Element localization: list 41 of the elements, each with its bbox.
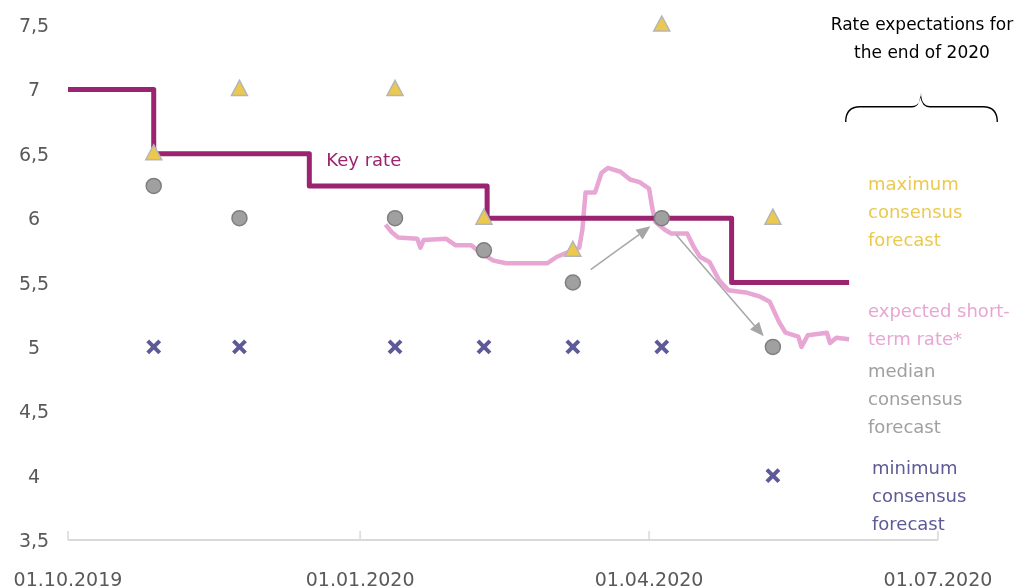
x-tick-label: 01.07.2020: [883, 568, 993, 588]
point: [564, 338, 581, 355]
y-tick-label: 5: [27, 335, 41, 358]
point: [764, 338, 782, 356]
line-series: [383, 165, 852, 350]
point: [653, 209, 671, 227]
point: [653, 15, 671, 32]
series-label: Key rate: [326, 148, 402, 170]
point: [387, 338, 404, 355]
y-tick-label: 3,5: [18, 529, 50, 551]
y-tick-label: 6,5: [18, 142, 50, 165]
x-tick-label: 01.01.2020: [305, 568, 415, 588]
x-tick-label: 01.10.2019: [13, 568, 123, 588]
point: [653, 338, 670, 355]
point: [764, 467, 781, 484]
point: [564, 274, 582, 291]
text: minimum consensus forecast: [872, 457, 967, 534]
x-tick-label: 01.04.2020: [594, 568, 704, 588]
y-tick-label: 4,5: [18, 400, 50, 423]
y-tick-label: 4: [27, 464, 41, 487]
point: [386, 209, 404, 227]
point: [231, 209, 248, 227]
point: [230, 79, 249, 97]
y-tick-label: 6: [27, 207, 41, 230]
point: [144, 144, 163, 161]
point: [475, 338, 492, 355]
point: [475, 242, 493, 259]
point: [764, 208, 782, 225]
text: median consensus forecast: [868, 360, 963, 437]
point: [231, 338, 248, 355]
point: [475, 208, 493, 225]
point: [386, 79, 404, 97]
annotation: Rate expectations for the end of 2020: [830, 14, 1014, 62]
point: [145, 338, 162, 355]
point: [145, 177, 162, 195]
y-tick-label: 7,5: [18, 14, 50, 36]
series-label: expected short-term rate*: [868, 300, 1010, 349]
point: [564, 240, 582, 258]
y-tick-label: 7: [27, 78, 41, 101]
y-tick-label: 5,5: [18, 271, 50, 294]
text: maximum consensus forecast: [868, 173, 963, 250]
